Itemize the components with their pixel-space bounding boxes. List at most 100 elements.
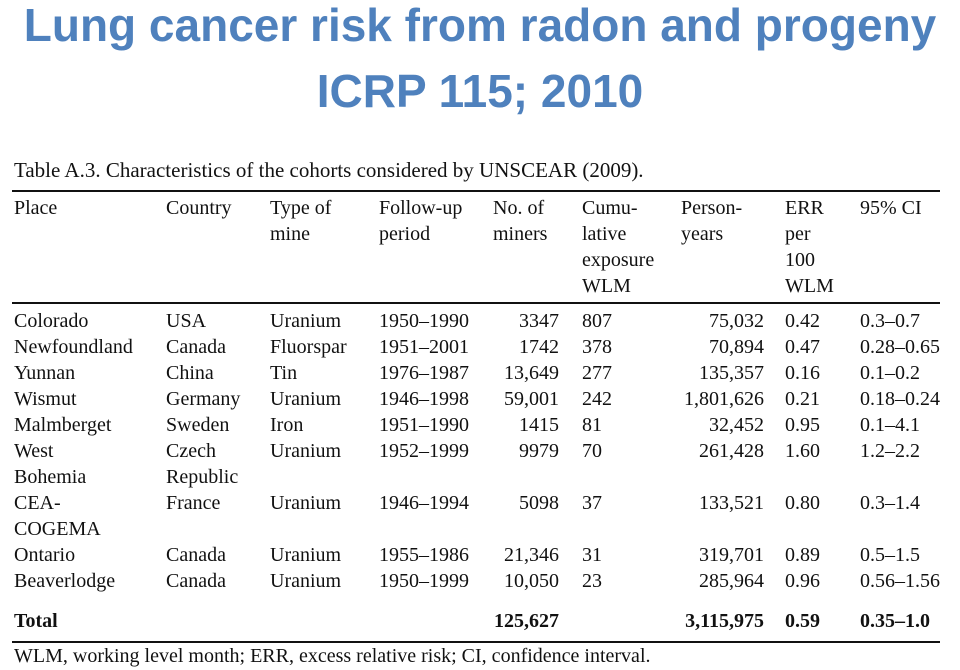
slide-subtitle: ICRP 115; 2010 (316, 65, 644, 117)
cell-ci: 0.5–1.5 (860, 544, 920, 566)
header-person-years: Person- years (681, 195, 742, 247)
cell-err: 0.16 (785, 362, 820, 384)
cell-err: 0.96 (785, 570, 820, 592)
cell-place: West (14, 440, 54, 462)
cell-type: Tin (270, 362, 298, 384)
cell-err: 0.89 (785, 544, 820, 566)
cell-type: Iron (270, 414, 304, 436)
table-top-rule (12, 190, 940, 192)
cell-py: 32,452 (709, 414, 764, 436)
header-cumu-line: Cumu- (582, 197, 638, 219)
cell-place: COGEMA (14, 518, 101, 540)
header-person-line: Person- (681, 197, 743, 219)
cell-country: Republic (166, 466, 239, 488)
cell-place: Malmberget (14, 414, 112, 436)
cell-wlm: 81 (582, 414, 602, 436)
header-country: Country (166, 197, 232, 219)
cell-type: Uranium (270, 310, 342, 332)
cell-wlm: 37 (582, 492, 602, 514)
header-err-line: 100 (785, 249, 815, 271)
cell-type: Uranium (270, 388, 342, 410)
total-err: 0.59 (785, 610, 820, 632)
header-ci: 95% CI (860, 197, 922, 219)
cell-ci: 0.56–1.56 (860, 570, 940, 592)
header-cumu-line: exposure (582, 249, 655, 271)
total-miners: 125,627 (494, 610, 559, 632)
cell-miners: 1415 (519, 414, 559, 436)
cell-place: CEA- (14, 492, 61, 514)
cell-place: Colorado (14, 310, 89, 332)
cell-err: 0.21 (785, 388, 820, 410)
cell-period: 1946–1998 (379, 388, 469, 410)
cell-country: Canada (166, 570, 226, 592)
cell-py: 1,801,626 (684, 388, 764, 410)
cell-period: 1955–1986 (379, 544, 469, 566)
cell-place: Ontario (14, 544, 76, 566)
cell-err: 0.95 (785, 414, 820, 436)
header-miners-line: No. of (493, 197, 545, 219)
cell-country: Canada (166, 544, 226, 566)
cell-err: 0.42 (785, 310, 820, 332)
cell-miners: 13,649 (504, 362, 559, 384)
cell-miners: 21,346 (504, 544, 559, 566)
cell-wlm: 242 (582, 388, 612, 410)
cell-err: 0.47 (785, 336, 820, 358)
header-cumu-line: WLM (582, 275, 631, 297)
header-type: Type of mine (270, 195, 331, 247)
header-err: ERR per 100 WLM (785, 195, 834, 299)
cell-place: Bohemia (14, 466, 87, 488)
cell-wlm: 70 (582, 440, 602, 462)
cell-period: 1950–1999 (379, 570, 469, 592)
header-follow-line: Follow-up (379, 197, 463, 219)
cell-type: Uranium (270, 492, 342, 514)
cell-py: 261,428 (699, 440, 764, 462)
header-err-line: ERR (785, 197, 824, 219)
cell-ci: 0.3–0.7 (860, 310, 920, 332)
cell-py: 133,521 (699, 492, 764, 514)
header-follow-line: period (379, 223, 431, 245)
cell-py: 135,357 (699, 362, 764, 384)
cell-place: Wismut (14, 388, 77, 410)
cell-miners: 3347 (519, 310, 559, 332)
cell-place: Newfoundland (14, 336, 133, 358)
cell-place: Yunnan (14, 362, 76, 384)
cell-country: USA (166, 310, 207, 332)
cell-period: 1946–1994 (379, 492, 469, 514)
cell-py: 75,032 (709, 310, 764, 332)
cell-wlm: 378 (582, 336, 612, 358)
cell-err: 1.60 (785, 440, 820, 462)
cell-wlm: 31 (582, 544, 602, 566)
header-cumulative: Cumu- lative exposure WLM (582, 195, 654, 299)
table-footnote: WLM, working level month; ERR, excess re… (14, 645, 651, 667)
header-person-line: years (681, 223, 724, 245)
cell-miners: 59,001 (504, 388, 559, 410)
cell-country: Sweden (166, 414, 230, 436)
header-miners-line: miners (493, 223, 548, 245)
cell-type: Uranium (270, 544, 342, 566)
cell-ci: 0.18–0.24 (860, 388, 940, 410)
cell-wlm: 807 (582, 310, 612, 332)
cell-type: Uranium (270, 570, 342, 592)
cell-country: France (166, 492, 221, 514)
slide-title: Lung cancer risk from radon and progeny (23, 0, 937, 51)
cell-period: 1951–1990 (379, 414, 469, 436)
cell-period: 1951–2001 (379, 336, 469, 358)
cell-country: China (166, 362, 214, 384)
cell-ci: 0.1–4.1 (860, 414, 920, 436)
header-follow-up: Follow-up period (379, 195, 462, 247)
cell-py: 319,701 (699, 544, 764, 566)
cell-country: Czech (166, 440, 216, 462)
cell-ci: 1.2–2.2 (860, 440, 920, 462)
total-ci: 0.35–1.0 (860, 610, 930, 632)
header-miners: No. of miners (493, 195, 547, 247)
total-label: Total (14, 610, 58, 632)
header-err-line: WLM (785, 275, 834, 297)
cell-ci: 0.28–0.65 (860, 336, 940, 358)
header-type-line: Type of (270, 197, 332, 219)
cell-ci: 0.3–1.4 (860, 492, 920, 514)
cell-period: 1976–1987 (379, 362, 469, 384)
cell-period: 1952–1999 (379, 440, 469, 462)
cell-err: 0.80 (785, 492, 820, 514)
cell-type: Fluorspar (270, 336, 347, 358)
table-header-rule (12, 302, 940, 304)
